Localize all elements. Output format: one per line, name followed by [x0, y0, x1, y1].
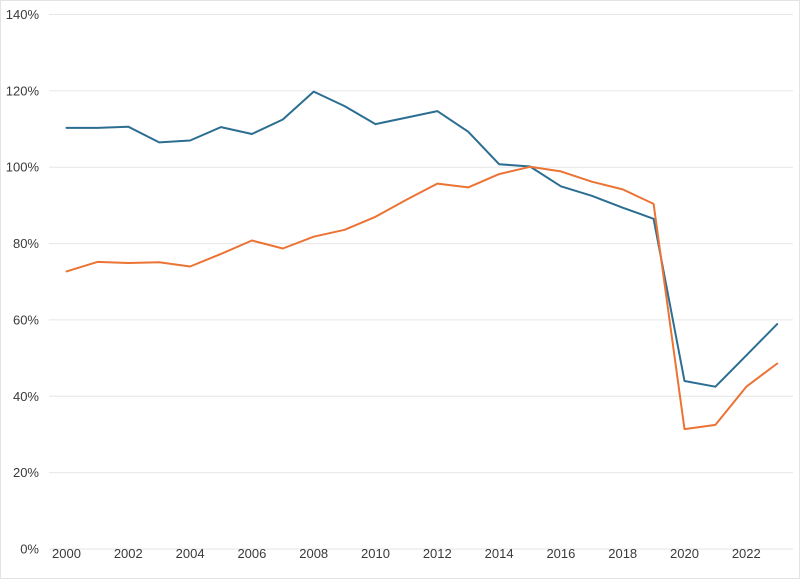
y-tick-label: 120%: [6, 83, 40, 98]
y-tick-label: 0%: [20, 542, 39, 557]
x-tick-label: 2014: [485, 546, 514, 561]
x-tick-label: 2008: [299, 546, 328, 561]
y-tick-label: 140%: [6, 7, 40, 22]
y-axis-labels: 0% 20% 40% 60% 80% 100% 120% 140%: [6, 7, 40, 557]
x-tick-label: 2016: [546, 546, 575, 561]
y-tick-label: 40%: [13, 389, 39, 404]
x-tick-label: 2010: [361, 546, 390, 561]
y-tick-label: 20%: [13, 465, 39, 480]
x-tick-label: 2020: [670, 546, 699, 561]
x-tick-label: 2000: [52, 546, 81, 561]
series-line-blue: [65, 90, 779, 388]
x-tick-label: 2018: [608, 546, 637, 561]
gridlines: [49, 14, 793, 550]
series-lines: [65, 90, 779, 431]
y-tick-label: 100%: [6, 160, 40, 175]
x-axis-labels: 2000 2002 2004 2006 2008 2010 2012 2014 2016 2018…: [52, 546, 761, 561]
x-tick-label: 2006: [237, 546, 266, 561]
x-tick-label: 2022: [732, 546, 761, 561]
y-tick-label: 60%: [13, 312, 39, 327]
series-line-orange: [65, 165, 779, 431]
x-tick-label: 2012: [423, 546, 452, 561]
y-tick-label: 80%: [13, 236, 39, 251]
x-tick-label: 2004: [176, 546, 205, 561]
x-tick-label: 2002: [114, 546, 143, 561]
